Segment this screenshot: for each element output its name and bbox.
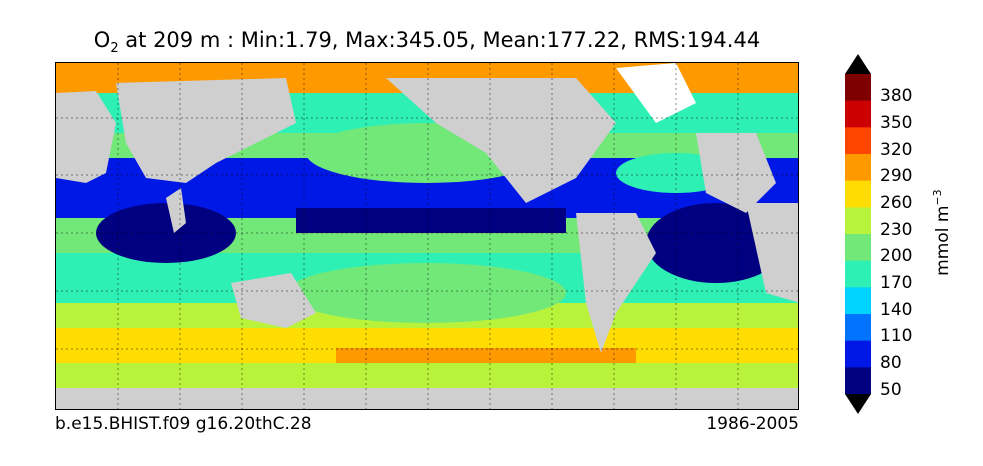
colorbar-tick-label: 320 <box>880 139 913 160</box>
colorbar-segment <box>845 367 871 395</box>
ocean-oxygen-map <box>55 62 799 410</box>
colorbar-segment <box>845 314 871 342</box>
antarctica <box>56 388 798 409</box>
pacific-omz <box>296 208 566 233</box>
colorbar-segment <box>845 234 871 262</box>
colorbar-extend-max <box>845 54 871 74</box>
colorbar-tick-label: 50 <box>880 379 902 400</box>
graticule <box>56 63 798 409</box>
colorbar-segment <box>845 340 871 368</box>
indian-ocean-omz <box>96 203 236 263</box>
colorbar-tick-label: 230 <box>880 219 913 240</box>
colorbar <box>845 54 871 414</box>
india <box>166 188 186 233</box>
north-america <box>386 78 616 203</box>
colorbar-segment <box>845 154 871 182</box>
colorbar-segment <box>845 207 871 235</box>
colorbar-tick-label: 380 <box>880 86 913 107</box>
colorbar-extend-min <box>845 394 871 414</box>
colorbar-tick-label: 170 <box>880 273 913 293</box>
colorbar-tick-label: 80 <box>880 353 902 373</box>
australia <box>231 273 316 328</box>
map-canvas <box>56 63 798 409</box>
colorbar-segment <box>845 100 871 128</box>
plot-title: O2 at 209 m : Min:1.79, Max:345.05, Mean… <box>93 28 761 57</box>
colorbar-segment <box>845 260 871 288</box>
colorbar-tick-label: 260 <box>880 193 913 213</box>
colorbar-tick-label: 200 <box>880 246 913 267</box>
greenland-ice <box>616 63 696 123</box>
colorbar-segment <box>845 180 871 208</box>
run-name-caption: b.e15.BHIST.f09 g16.20thC.28 <box>55 414 312 434</box>
africa-west-land <box>56 91 116 183</box>
africa-east-land <box>746 203 798 303</box>
colorbar-tick-label: 110 <box>880 326 913 347</box>
europe <box>696 133 776 213</box>
colorbar-tick-label: 140 <box>880 299 913 320</box>
colorbar-segment <box>845 74 871 102</box>
colorbar-tick-label: 350 <box>880 113 913 133</box>
colorbar-segment <box>845 287 871 315</box>
south-america <box>576 213 656 353</box>
eurasia <box>116 78 296 183</box>
colorbar-segment <box>845 127 871 155</box>
colorbar-unit-label: mmol m−3 <box>931 189 953 276</box>
period-caption: 1986-2005 <box>706 414 799 434</box>
colorbar-tick-label: 290 <box>880 166 913 187</box>
